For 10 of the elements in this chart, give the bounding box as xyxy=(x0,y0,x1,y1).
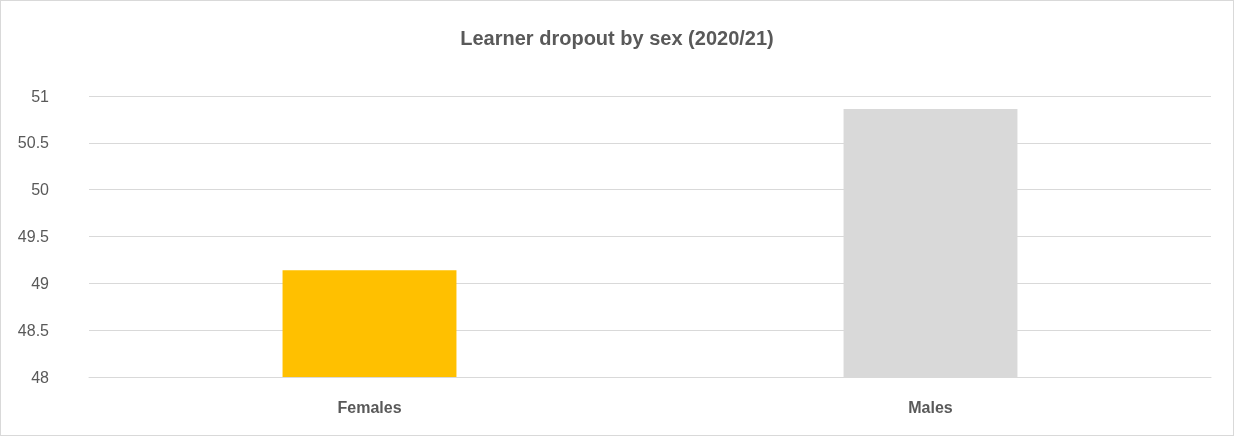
y-tick-label: 48 xyxy=(31,368,50,386)
y-tick-label: 50.5 xyxy=(17,134,50,152)
y-tick-label: 49.5 xyxy=(17,228,50,245)
x-tick-label: Females xyxy=(337,398,402,416)
x-tick-label: Males xyxy=(908,398,953,416)
y-tick-label: 48.5 xyxy=(17,321,50,339)
chart-title: Learner dropout by sex (2020/21) xyxy=(460,27,774,49)
y-tick-label: 50 xyxy=(31,181,50,199)
y-tick-label: 49 xyxy=(31,274,50,292)
y-tick-label: 51 xyxy=(31,87,50,105)
